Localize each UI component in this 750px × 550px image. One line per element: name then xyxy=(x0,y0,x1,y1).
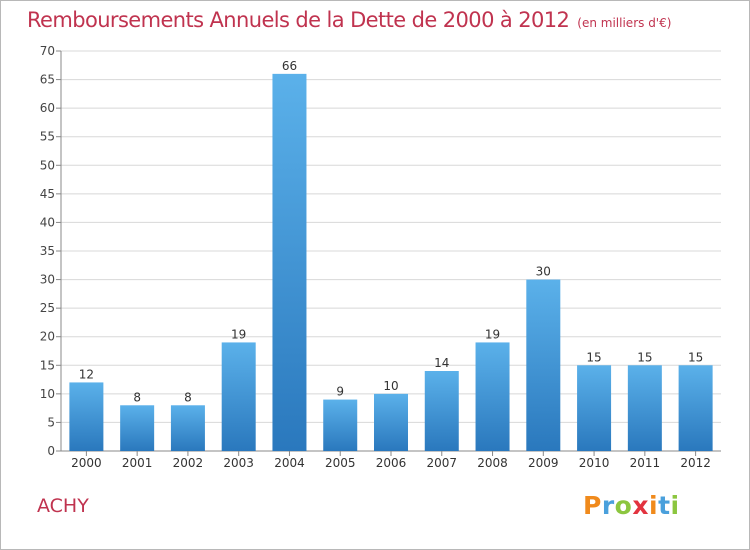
y-tick-label: 5 xyxy=(47,415,55,429)
data-label: 30 xyxy=(536,265,551,279)
bar xyxy=(221,342,256,451)
y-tick-label: 40 xyxy=(40,215,55,229)
y-tick-label: 50 xyxy=(40,158,55,172)
bar xyxy=(272,73,307,451)
bar xyxy=(170,405,205,451)
x-tick-label: 2009 xyxy=(528,456,559,470)
x-tick-label: 2005 xyxy=(325,456,356,470)
bar xyxy=(627,365,662,451)
x-tick-label: 2000 xyxy=(71,456,102,470)
bar xyxy=(374,393,408,451)
x-tick-label: 2006 xyxy=(376,456,407,470)
data-label: 14 xyxy=(434,356,449,370)
data-label: 15 xyxy=(637,350,652,364)
y-tick-label: 65 xyxy=(40,73,55,87)
data-label: 12 xyxy=(79,367,94,381)
data-label: 8 xyxy=(184,390,192,404)
y-tick-label: 55 xyxy=(40,130,55,144)
y-tick-label: 30 xyxy=(40,273,55,287)
logo-letter: P xyxy=(583,491,602,520)
bars xyxy=(69,73,713,451)
y-tick-label: 35 xyxy=(40,244,55,258)
bar xyxy=(323,399,358,451)
logo-letter: t xyxy=(658,491,671,520)
x-tick-label: 2012 xyxy=(680,456,711,470)
y-tick-label: 45 xyxy=(40,187,55,201)
y-tick-labels: 0 5 10 15 20 25 30 35 40 45 50 55 60 65 70 xyxy=(40,44,55,458)
data-label: 19 xyxy=(231,327,246,341)
bar xyxy=(69,382,104,451)
y-tick-label: 60 xyxy=(40,101,55,115)
logo-letter: r xyxy=(601,491,615,520)
logo-letter: i xyxy=(649,491,659,520)
bar xyxy=(577,365,612,451)
x-tick-label: 2008 xyxy=(477,456,508,470)
x-tick-label: 2004 xyxy=(274,456,305,470)
y-tick-label: 70 xyxy=(40,44,55,58)
data-labels: 12 8 8 19 66 9 10 14 19 30 15 15 15 xyxy=(79,59,704,404)
proxiti-logo: Proxiti xyxy=(583,491,680,520)
chart-title-text: Remboursements Annuels de la Dette de 20… xyxy=(27,8,570,32)
x-tick-label: 2011 xyxy=(630,456,661,470)
x-tick-labels: 2000 2001 2002 2003 2004 2005 2006 2007 2008 2009… xyxy=(71,456,711,470)
bar xyxy=(526,279,561,451)
x-tick-label: 2001 xyxy=(122,456,153,470)
data-label: 19 xyxy=(485,327,500,341)
commune-name: ACHY xyxy=(37,495,89,517)
data-label: 15 xyxy=(688,350,703,364)
x-tick-label: 2007 xyxy=(426,456,457,470)
data-label: 9 xyxy=(336,385,344,399)
data-label: 66 xyxy=(282,59,297,73)
chart-title: Remboursements Annuels de la Dette de 20… xyxy=(27,8,671,32)
y-tick-label: 25 xyxy=(40,301,55,315)
logo-letter: x xyxy=(632,491,649,520)
bar xyxy=(475,342,510,451)
logo-letter: i xyxy=(670,491,680,520)
data-label: 8 xyxy=(133,390,141,404)
bar xyxy=(678,365,713,451)
data-label: 15 xyxy=(586,350,601,364)
bar xyxy=(120,405,155,451)
x-tick-label: 2003 xyxy=(223,456,254,470)
x-tick-label: 2002 xyxy=(173,456,204,470)
logo-letter: o xyxy=(614,491,633,520)
data-label: 10 xyxy=(383,379,398,393)
bar xyxy=(424,371,459,451)
y-tick-label: 15 xyxy=(40,358,55,372)
y-tick-label: 10 xyxy=(40,387,55,401)
x-tick-label: 2010 xyxy=(579,456,610,470)
y-tick-label: 0 xyxy=(47,444,55,458)
y-tick-label: 20 xyxy=(40,330,55,344)
chart-subtitle: (en milliers d'€) xyxy=(577,16,672,30)
